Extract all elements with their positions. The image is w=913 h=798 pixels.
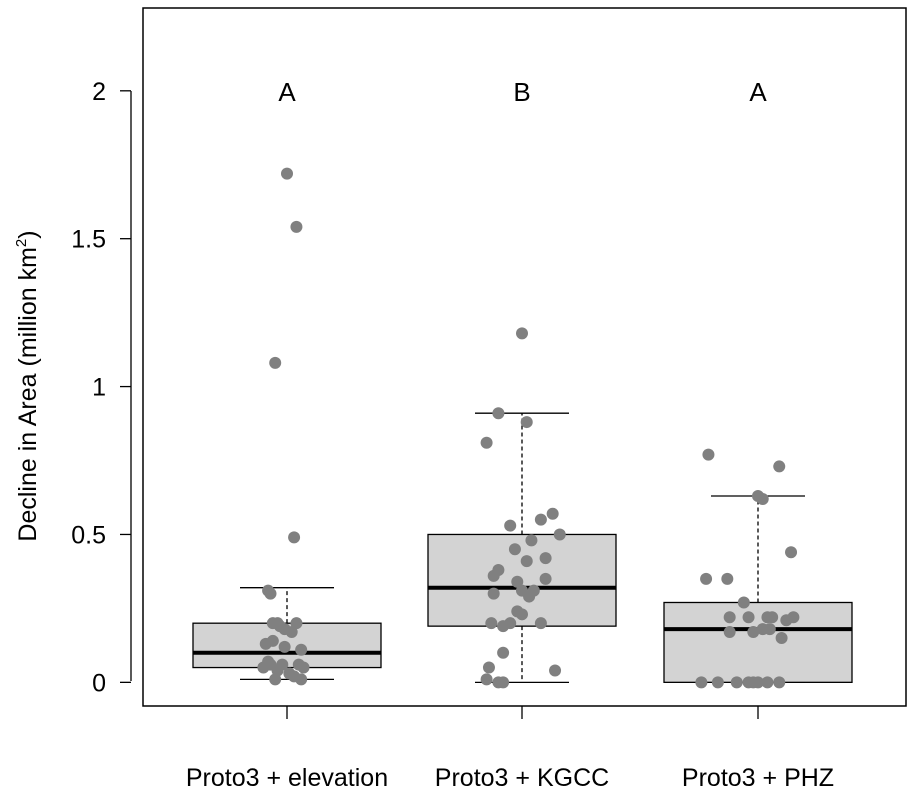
data-point xyxy=(285,626,298,639)
box-group xyxy=(663,495,853,683)
data-point xyxy=(259,637,272,650)
data-point xyxy=(257,661,270,674)
data-point xyxy=(264,587,277,600)
data-point xyxy=(711,676,724,689)
data-point xyxy=(549,664,562,677)
data-point xyxy=(295,673,308,686)
data-point xyxy=(497,646,510,659)
data-point xyxy=(721,572,734,585)
y-tick-label: 1 xyxy=(92,374,106,402)
data-point xyxy=(497,676,510,689)
data-point xyxy=(297,661,310,674)
data-point xyxy=(288,531,301,544)
data-point xyxy=(756,492,769,505)
data-point xyxy=(742,611,755,624)
data-point xyxy=(546,507,559,520)
data-point xyxy=(752,676,764,689)
data-point xyxy=(504,519,517,532)
y-tick-label: 0.5 xyxy=(71,521,106,549)
data-point xyxy=(787,611,800,624)
data-point xyxy=(775,631,788,644)
data-point xyxy=(487,569,500,582)
data-point xyxy=(278,640,291,653)
y-axis-title-superscript: 2 xyxy=(13,238,30,248)
x-axis: Proto3 + elevation Proto3 + KGCC Proto3 + … xyxy=(186,706,834,792)
data-point xyxy=(523,590,536,603)
data-point xyxy=(539,572,552,585)
data-point xyxy=(290,220,303,233)
data-point xyxy=(773,676,786,689)
data-point xyxy=(520,416,533,429)
points-layer xyxy=(257,167,800,689)
data-point xyxy=(295,643,308,656)
data-point xyxy=(747,626,760,639)
group-letter: A xyxy=(278,77,296,107)
data-point xyxy=(534,513,547,526)
x-category-label: Proto3 + elevation xyxy=(186,764,388,792)
group-letter: B xyxy=(513,77,530,107)
y-axis-title-text: Decline in Area (million km xyxy=(14,247,42,542)
data-point xyxy=(539,552,552,565)
y-axis-title-close: ) xyxy=(14,230,42,239)
x-category-label: Proto3 + KGCC xyxy=(435,764,609,792)
data-point xyxy=(516,327,528,340)
data-point xyxy=(269,673,282,686)
data-point xyxy=(281,167,293,180)
data-point xyxy=(508,543,521,556)
data-point xyxy=(497,620,510,633)
data-point xyxy=(730,676,743,689)
x-category-label: Proto3 + PHZ xyxy=(682,764,834,792)
boxes-layer xyxy=(192,412,853,683)
data-point xyxy=(723,626,736,639)
plot-frame xyxy=(142,7,907,707)
data-point xyxy=(290,617,303,630)
data-point xyxy=(485,617,498,630)
y-tick-label: 1.5 xyxy=(71,226,106,254)
y-axis: 0 0.5 1 1.5 2 xyxy=(71,78,132,697)
data-point xyxy=(511,575,524,588)
group-letter: A xyxy=(749,77,767,107)
data-point xyxy=(516,608,528,621)
data-point xyxy=(492,407,505,420)
data-point xyxy=(742,676,755,689)
data-point xyxy=(785,546,798,559)
box-group xyxy=(427,412,617,683)
data-point xyxy=(761,676,774,689)
data-point xyxy=(695,676,708,689)
data-point xyxy=(269,356,282,369)
data-point xyxy=(487,587,500,600)
data-point xyxy=(520,555,533,568)
data-point xyxy=(737,596,750,609)
data-point xyxy=(723,611,736,624)
data-point xyxy=(482,661,495,674)
y-tick-label: 2 xyxy=(92,78,106,106)
data-point xyxy=(761,611,774,624)
data-point xyxy=(773,460,786,473)
data-point xyxy=(534,617,547,630)
data-point xyxy=(525,534,538,547)
data-point xyxy=(702,448,715,461)
data-point xyxy=(553,528,566,541)
y-tick-label: 0 xyxy=(92,669,106,697)
data-point xyxy=(756,623,769,636)
data-point xyxy=(480,436,493,449)
data-point xyxy=(480,673,493,686)
box-iqr xyxy=(663,601,853,683)
y-axis-title: Decline in Area (million km2) xyxy=(13,230,43,541)
data-point xyxy=(700,572,713,585)
